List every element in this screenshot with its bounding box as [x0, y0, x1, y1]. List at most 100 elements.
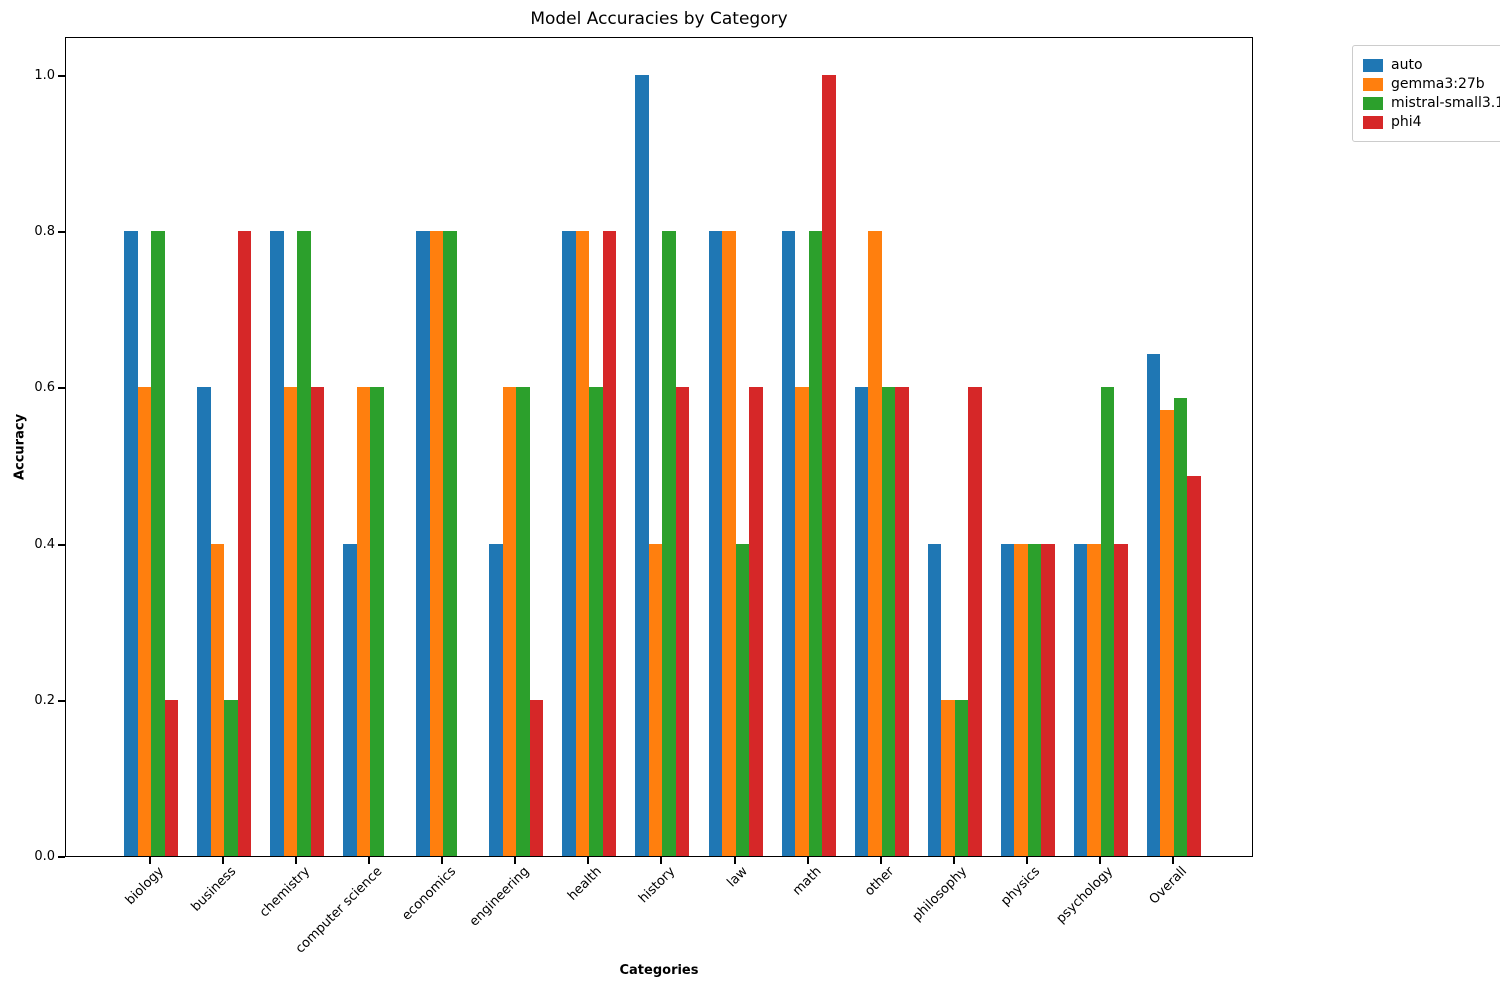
bar-gemma3-27b-overall [1160, 410, 1174, 856]
x-axis-label: Categories [619, 963, 699, 978]
bar-auto-overall [1146, 353, 1161, 856]
x-tick-mark-physics [1025, 857, 1028, 864]
legend-swatch-mistral-small3-1 [1363, 96, 1383, 110]
x-tick-label-business: business [189, 864, 240, 915]
x-tick-label-chemistry: chemistry [256, 864, 313, 921]
y-tick-label-1.0: 1.0 [34, 68, 55, 83]
bar-auto-economics [416, 231, 430, 856]
bar-phi4-history [675, 387, 690, 856]
bar-phi4-health [602, 231, 617, 856]
bar-phi4-business [237, 231, 252, 856]
bar-auto-law [708, 231, 723, 856]
bar-auto-other [854, 387, 869, 856]
x-tick-mark-math [806, 857, 809, 864]
bar-gemma3-27b-health [575, 231, 590, 856]
bar-phi4-philosophy [968, 387, 982, 856]
x-tick-label-psychology: psychology [1053, 864, 1117, 927]
x-tick-label-overall: Overall [1146, 864, 1190, 908]
bar-gemma3-27b-business [210, 543, 225, 856]
bar-mistral-small3-1-other [881, 387, 896, 856]
legend-label-auto: auto [1391, 57, 1423, 73]
bar-mistral-small3-1-chemistry [297, 231, 311, 856]
bar-auto-philosophy [927, 543, 942, 856]
chart-title: Model Accuracies by Category [530, 9, 788, 29]
x-tick-mark-history [660, 857, 663, 864]
bar-mistral-small3-1-history [662, 231, 676, 856]
x-tick-mark-other [879, 857, 882, 864]
legend-swatch-gemma3-27b [1363, 77, 1383, 91]
y-tick-mark-1.0 [58, 75, 65, 77]
plot-area [65, 37, 1253, 857]
bar-gemma3-27b-history [648, 543, 663, 856]
bar-mistral-small3-1-economics [443, 231, 457, 856]
bar-gemma3-27b-computer-science [356, 387, 371, 856]
bar-mistral-small3-1-psychology [1100, 387, 1115, 856]
x-tick-label-physics: physics [998, 864, 1044, 909]
bar-gemma3-27b-philosophy [941, 699, 955, 856]
bar-auto-psychology [1073, 543, 1088, 856]
legend-label-phi4: phi4 [1391, 114, 1422, 130]
bar-gemma3-27b-biology [137, 387, 151, 856]
legend-item-mistral-small3-1: mistral-small3.1 [1363, 95, 1500, 111]
y-tick-label-0.6: 0.6 [34, 380, 55, 396]
x-tick-label-health: health [565, 864, 606, 904]
x-tick-label-engineering: engineering [466, 864, 532, 930]
bar-mistral-small3-1-math [808, 231, 823, 856]
bar-auto-business [197, 387, 211, 856]
bar-phi4-other [895, 387, 909, 856]
x-tick-mark-economics [441, 857, 444, 864]
x-tick-mark-business [222, 857, 225, 864]
bar-phi4-chemistry [310, 387, 325, 856]
x-tick-mark-law [733, 857, 736, 864]
y-tick-mark-0.4 [58, 543, 65, 546]
bar-mistral-small3-1-philosophy [954, 699, 969, 856]
legend-item-phi4: phi4 [1363, 114, 1500, 130]
legend-item-gemma3-27b: gemma3:27b [1363, 76, 1500, 92]
bar-auto-chemistry [270, 231, 284, 856]
x-tick-mark-biology [149, 857, 151, 864]
bar-gemma3-27b-psychology [1087, 543, 1101, 856]
bar-phi4-law [749, 387, 763, 856]
x-tick-mark-psychology [1098, 857, 1101, 864]
bar-gemma3-27b-other [868, 231, 882, 856]
bar-gemma3-27b-economics [429, 231, 444, 856]
x-tick-label-law: law [724, 864, 752, 891]
x-tick-label-math: math [789, 864, 825, 899]
x-tick-label-other: other [862, 864, 898, 900]
y-tick-mark-0.6 [58, 387, 65, 390]
x-tick-mark-computer-science [368, 857, 371, 864]
bar-auto-biology [124, 231, 138, 856]
x-tick-mark-chemistry [295, 857, 298, 864]
bar-auto-health [562, 231, 576, 856]
bar-gemma3-27b-chemistry [283, 387, 298, 856]
x-tick-label-history: history [635, 864, 679, 907]
x-tick-label-economics: economics [399, 864, 459, 924]
bar-gemma3-27b-law [722, 231, 736, 856]
bar-mistral-small3-1-overall [1173, 398, 1188, 856]
bar-gemma3-27b-engineering [502, 387, 517, 856]
bar-mistral-small3-1-physics [1027, 543, 1042, 856]
bar-phi4-biology [164, 699, 178, 856]
y-tick-label-0.0: 0.0 [34, 849, 55, 864]
x-tick-mark-philosophy [952, 857, 955, 864]
bar-mistral-small3-1-computer-science [370, 387, 384, 856]
legend-item-auto: auto [1363, 57, 1500, 73]
bar-mistral-small3-1-law [735, 543, 750, 856]
x-tick-mark-engineering [514, 857, 517, 864]
bar-auto-physics [1000, 543, 1015, 856]
bar-phi4-physics [1041, 543, 1055, 856]
y-tick-label-0.8: 0.8 [34, 224, 55, 240]
bar-auto-computer-science [343, 543, 357, 856]
bar-phi4-psychology [1114, 543, 1128, 856]
bar-mistral-small3-1-business [224, 699, 238, 856]
y-tick-mark-0.8 [58, 231, 65, 234]
legend-swatch-auto [1363, 58, 1383, 72]
x-tick-mark-overall [1171, 857, 1174, 864]
y-tick-label-0.2: 0.2 [34, 692, 55, 708]
x-tick-label-biology: biology [122, 864, 167, 909]
bar-auto-math [781, 231, 796, 856]
bar-auto-history [635, 75, 649, 856]
bar-phi4-engineering [529, 699, 544, 856]
legend-label-gemma3-27b: gemma3:27b [1391, 76, 1485, 92]
